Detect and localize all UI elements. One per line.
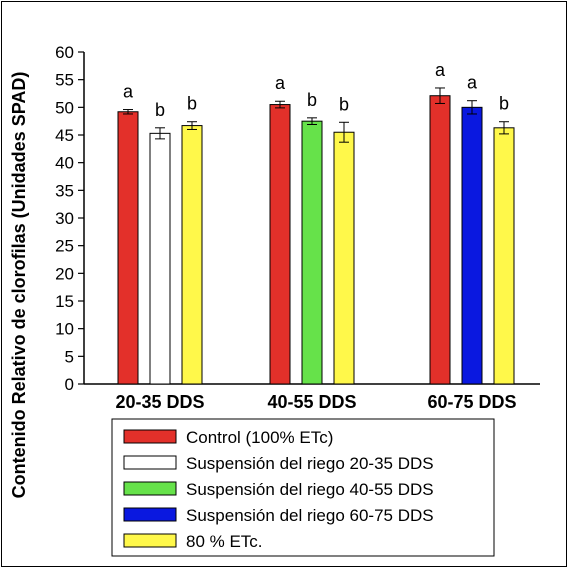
significance-letter: b (307, 90, 317, 110)
bar (429, 95, 451, 385)
x-category-label: 60-75 DDS (427, 392, 516, 412)
bar (493, 127, 515, 385)
legend: Control (100% ETc) Suspensión del riego 2… (111, 418, 495, 557)
bar (461, 106, 483, 385)
bar (149, 132, 171, 385)
y-tick-label: 5 (65, 347, 74, 366)
bar (269, 104, 291, 385)
significance-letter: a (467, 73, 478, 93)
legend-swatch (123, 533, 177, 548)
legend-swatch (123, 481, 177, 496)
significance-letter: a (275, 73, 286, 93)
y-tick-label: 55 (55, 71, 74, 90)
legend-swatch (123, 455, 177, 470)
y-tick-label: 20 (55, 264, 74, 283)
y-tick-label: 30 (55, 209, 74, 228)
y-tick-label: 0 (65, 375, 74, 394)
significance-letter: b (155, 100, 165, 120)
bar (117, 111, 139, 385)
significance-letter: a (435, 60, 446, 80)
significance-letter: a (123, 82, 134, 102)
legend-label: 80 % ETc. (186, 532, 263, 551)
significance-letter: b (187, 94, 197, 114)
axes: 0 5 10 15 20 25 30 35 40 45 50 55 60 (55, 43, 540, 394)
x-category-label: 40-55 DDS (267, 392, 356, 412)
bars: a b b 20-35 DDS a b b 40-55 DDS a a b 60-75 DDS (115, 60, 516, 412)
significance-letter: b (339, 94, 349, 114)
legend-label: Suspensión del riego 60-75 DDS (186, 506, 434, 525)
y-tick-label: 35 (55, 181, 74, 200)
legend-label: Suspensión del riego 20-35 DDS (186, 454, 434, 473)
significance-letter: b (499, 94, 509, 114)
legend-swatch (123, 507, 177, 522)
y-tick-label: 15 (55, 292, 74, 311)
legend-label: Suspensión del riego 40-55 DDS (186, 480, 434, 499)
bar (181, 125, 203, 385)
y-axis-label: Contenido Relativo de clorofilas (Unidad… (9, 72, 29, 499)
legend-label: Control (100% ETc) (186, 428, 333, 447)
y-tick-label: 50 (55, 98, 74, 117)
bar (333, 131, 355, 385)
y-tick-label: 10 (55, 320, 74, 339)
y-tick-label: 60 (55, 43, 74, 62)
y-tick-label: 25 (55, 237, 74, 256)
legend-swatch (123, 429, 177, 444)
x-category-label: 20-35 DDS (115, 392, 204, 412)
bar (301, 120, 323, 385)
y-tick-label: 40 (55, 154, 74, 173)
y-tick-label: 45 (55, 126, 74, 145)
